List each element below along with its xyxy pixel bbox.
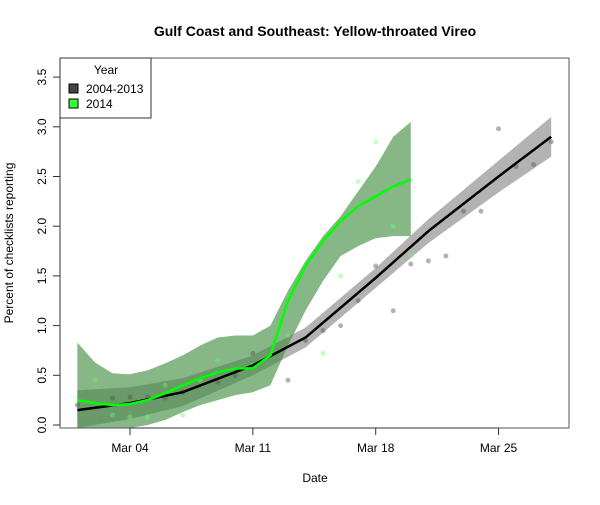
y-tick-label: 2.5 xyxy=(35,168,49,185)
data-point-2014 xyxy=(355,178,361,184)
legend-swatch-2014 xyxy=(68,98,79,109)
data-point-2004-2013 xyxy=(74,402,80,408)
data-point-2014 xyxy=(215,357,221,363)
x-tick-label: Mar 04 xyxy=(111,441,149,455)
data-point-2004-2013 xyxy=(250,350,256,356)
y-tick-label: 1.5 xyxy=(35,267,49,284)
y-tick-label: 0.5 xyxy=(35,367,49,384)
data-point-2004-2013 xyxy=(548,139,554,145)
y-axis-label: Percent of checklists reporting xyxy=(2,163,16,324)
data-point-2004-2013 xyxy=(443,253,449,259)
legend-title: Year xyxy=(94,63,118,77)
x-tick-label: Mar 18 xyxy=(357,441,395,455)
data-point-2014 xyxy=(162,382,168,388)
data-point-2004-2013 xyxy=(373,263,379,269)
data-point-2004-2013 xyxy=(215,379,221,385)
data-point-2004-2013 xyxy=(285,377,291,383)
legend-label-2014: 2014 xyxy=(86,97,113,111)
y-tick-label: 2.0 xyxy=(35,218,49,235)
legend-label-2004-2013: 2004-2013 xyxy=(86,82,144,96)
data-point-2004-2013 xyxy=(390,308,396,314)
data-point-2014 xyxy=(338,273,344,279)
data-point-2014 xyxy=(145,414,151,420)
data-point-2014 xyxy=(127,414,133,420)
y-tick-label: 0.0 xyxy=(35,416,49,433)
data-point-2004-2013 xyxy=(232,372,238,378)
data-point-2004-2013 xyxy=(478,208,484,214)
y-tick-label: 3.5 xyxy=(35,68,49,85)
x-axis-label: Date xyxy=(302,471,328,485)
x-tick-label: Mar 11 xyxy=(235,441,272,455)
data-point-2014 xyxy=(180,412,186,418)
data-point-2014 xyxy=(285,333,291,339)
y-tick-label: 3.0 xyxy=(35,118,49,135)
data-point-2004-2013 xyxy=(338,323,344,329)
legend-swatch-2004-2013 xyxy=(68,83,79,94)
data-point-2004-2013 xyxy=(408,261,414,267)
data-point-2004-2013 xyxy=(355,298,361,304)
data-point-2004-2013 xyxy=(496,126,502,132)
confidence-band-2014 xyxy=(77,121,411,428)
data-point-2004-2013 xyxy=(425,258,431,264)
y-tick-label: 1.0 xyxy=(35,317,49,334)
data-point-2014 xyxy=(373,139,379,145)
data-point-2004-2013 xyxy=(127,394,133,400)
legend: Year 2004-2013 2014 xyxy=(59,57,152,119)
trend-line-2014 xyxy=(77,178,412,407)
data-point-2004-2013 xyxy=(531,162,537,168)
data-point-2004-2013 xyxy=(460,208,466,214)
data-point-2004-2013 xyxy=(320,328,326,334)
data-point-2014 xyxy=(92,377,98,383)
data-point-2014 xyxy=(109,412,115,418)
data-point-2014 xyxy=(320,350,326,356)
data-point-2004-2013 xyxy=(109,395,115,401)
chart-title: Gulf Coast and Southeast: Yellow-throate… xyxy=(154,23,476,39)
data-point-2014 xyxy=(408,253,414,259)
x-tick-label: Mar 25 xyxy=(480,441,518,455)
data-point-2014 xyxy=(390,223,396,229)
